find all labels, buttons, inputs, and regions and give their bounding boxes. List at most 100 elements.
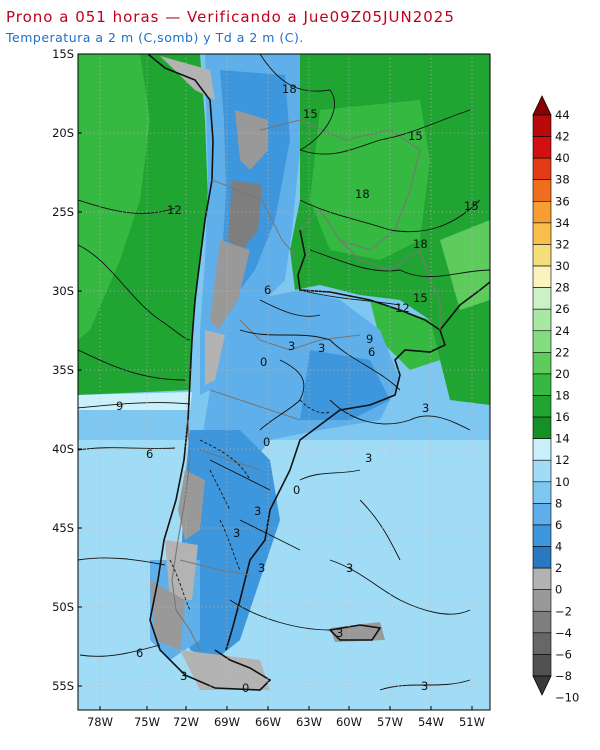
contour-label: 3 <box>318 341 325 355</box>
colorbar-label: 20 <box>555 367 570 381</box>
lon-label: 63W <box>296 715 322 729</box>
contour-label: 3 <box>254 504 261 518</box>
map-title: Prono a 051 horas — Verificando a Jue09Z… <box>6 8 455 26</box>
colorbar-box <box>532 179 552 202</box>
contour-label: 9 <box>366 332 373 346</box>
colorbar-label: 24 <box>555 324 570 338</box>
map-frame <box>77 53 491 711</box>
contour-label: 3 <box>288 339 295 353</box>
lat-label: 40S <box>52 442 74 456</box>
colorbar-label: −6 <box>555 647 572 661</box>
lat-label: 45S <box>52 521 74 535</box>
contour-label: 6 <box>368 345 375 359</box>
colorbar-box <box>532 114 552 137</box>
colorbar-label: −2 <box>555 604 572 618</box>
colorbar-label: −8 <box>555 669 572 683</box>
colorbar-box <box>532 503 552 526</box>
colorbar-box <box>532 308 552 332</box>
contour-label: 0 <box>293 483 300 497</box>
contour-label: 12 <box>395 301 410 315</box>
colorbar-label: 0 <box>555 583 562 597</box>
colorbar-box <box>532 416 552 439</box>
colorbar-box <box>532 524 552 547</box>
lon-label: 54W <box>418 715 444 729</box>
colorbar-box <box>532 330 552 353</box>
contour-label: 3 <box>421 679 428 693</box>
colorbar-label: 18 <box>555 389 570 403</box>
contour-label: 0 <box>260 355 267 369</box>
contour-label: 3 <box>365 451 372 465</box>
colorbar-box <box>532 201 552 224</box>
colorbar-box <box>532 244 552 267</box>
lat-label: 25S <box>52 205 74 219</box>
colorbar-box <box>532 546 552 569</box>
colorbar-box <box>532 352 552 375</box>
contour-label: 18 <box>413 237 428 251</box>
colorbar-box <box>532 157 552 181</box>
contour-label: 6 <box>136 646 143 660</box>
colorbar-label: −10 <box>555 691 579 705</box>
colorbar-box <box>532 481 552 504</box>
lon-label: 78W <box>87 715 113 729</box>
lat-label: 35S <box>52 363 74 377</box>
colorbar-label: 30 <box>555 259 570 273</box>
colorbar-box <box>532 136 552 159</box>
lon-label: 69W <box>214 715 240 729</box>
lon-label: 51W <box>459 715 485 729</box>
contour-label: 3 <box>346 561 353 575</box>
lat-label: 20S <box>52 126 74 140</box>
colorbar-box <box>532 395 552 418</box>
colorbar-box <box>532 222 552 245</box>
contour-label: 3 <box>336 626 343 640</box>
lon-label: 66W <box>255 715 281 729</box>
latitude-axis: 15S 20S 25S 30S 35S 40S 45S 50S 55S <box>52 47 74 693</box>
colorbar-label: 2 <box>555 561 562 575</box>
contour-label: 3 <box>233 526 240 540</box>
colorbar-box <box>532 567 552 590</box>
colorbar-box <box>532 654 552 677</box>
colorbar-label: 4 <box>555 540 562 554</box>
contour-label: 0 <box>242 681 249 695</box>
lat-label: 55S <box>52 679 74 693</box>
contour-label: 15 <box>408 129 423 143</box>
colorbar-label: 40 <box>555 151 570 165</box>
contour-label: 3 <box>180 669 187 683</box>
colorbar-label: 8 <box>555 496 562 510</box>
lon-label: 57W <box>377 715 403 729</box>
colorbar-box <box>532 589 552 612</box>
contour-label: 12 <box>167 203 182 217</box>
colorbar-label: 36 <box>555 194 570 208</box>
contour-label: 3 <box>422 401 429 415</box>
longitude-axis: 78W 75W 72W 69W 66W 63W 60W 57W 54W 51W <box>87 715 485 729</box>
colorbar-label: 42 <box>555 130 570 144</box>
contour-label: 6 <box>264 283 271 297</box>
colorbar-label: 16 <box>555 410 570 424</box>
contour-label: 15 <box>413 291 428 305</box>
colorbar-label: 44 <box>555 108 570 122</box>
lon-label: 75W <box>134 715 160 729</box>
colorbar-box <box>532 265 552 288</box>
temperature-field: 18 15 15 18 15 12 18 6 12 15 9 0 6 3 3 9… <box>78 54 490 710</box>
colorbar-label: 38 <box>555 173 570 187</box>
contour-label: 18 <box>355 187 370 201</box>
map-subtitle: Temperatura a 2 m (C,somb) y Td a 2 m (C… <box>6 30 304 45</box>
colorbar-label: −4 <box>555 626 572 640</box>
colorbar-label: 32 <box>555 237 570 251</box>
contour-label: 18 <box>282 82 297 96</box>
lon-label: 60W <box>336 715 362 729</box>
lat-label: 50S <box>52 600 74 614</box>
colorbar-label: 26 <box>555 302 570 316</box>
colorbar-label: 6 <box>555 518 562 532</box>
colorbar-box <box>532 632 552 655</box>
contour-label: 6 <box>146 447 153 461</box>
colorbar-box <box>532 287 552 310</box>
colorbar-label: 12 <box>555 453 570 467</box>
colorbar-box <box>532 610 552 634</box>
colorbar-label: 22 <box>555 345 570 359</box>
colorbar-box <box>532 438 552 461</box>
contour-label: 3 <box>258 561 265 575</box>
colorbar-box <box>532 459 552 483</box>
lon-label: 72W <box>173 715 199 729</box>
contour-label: 15 <box>464 199 479 213</box>
